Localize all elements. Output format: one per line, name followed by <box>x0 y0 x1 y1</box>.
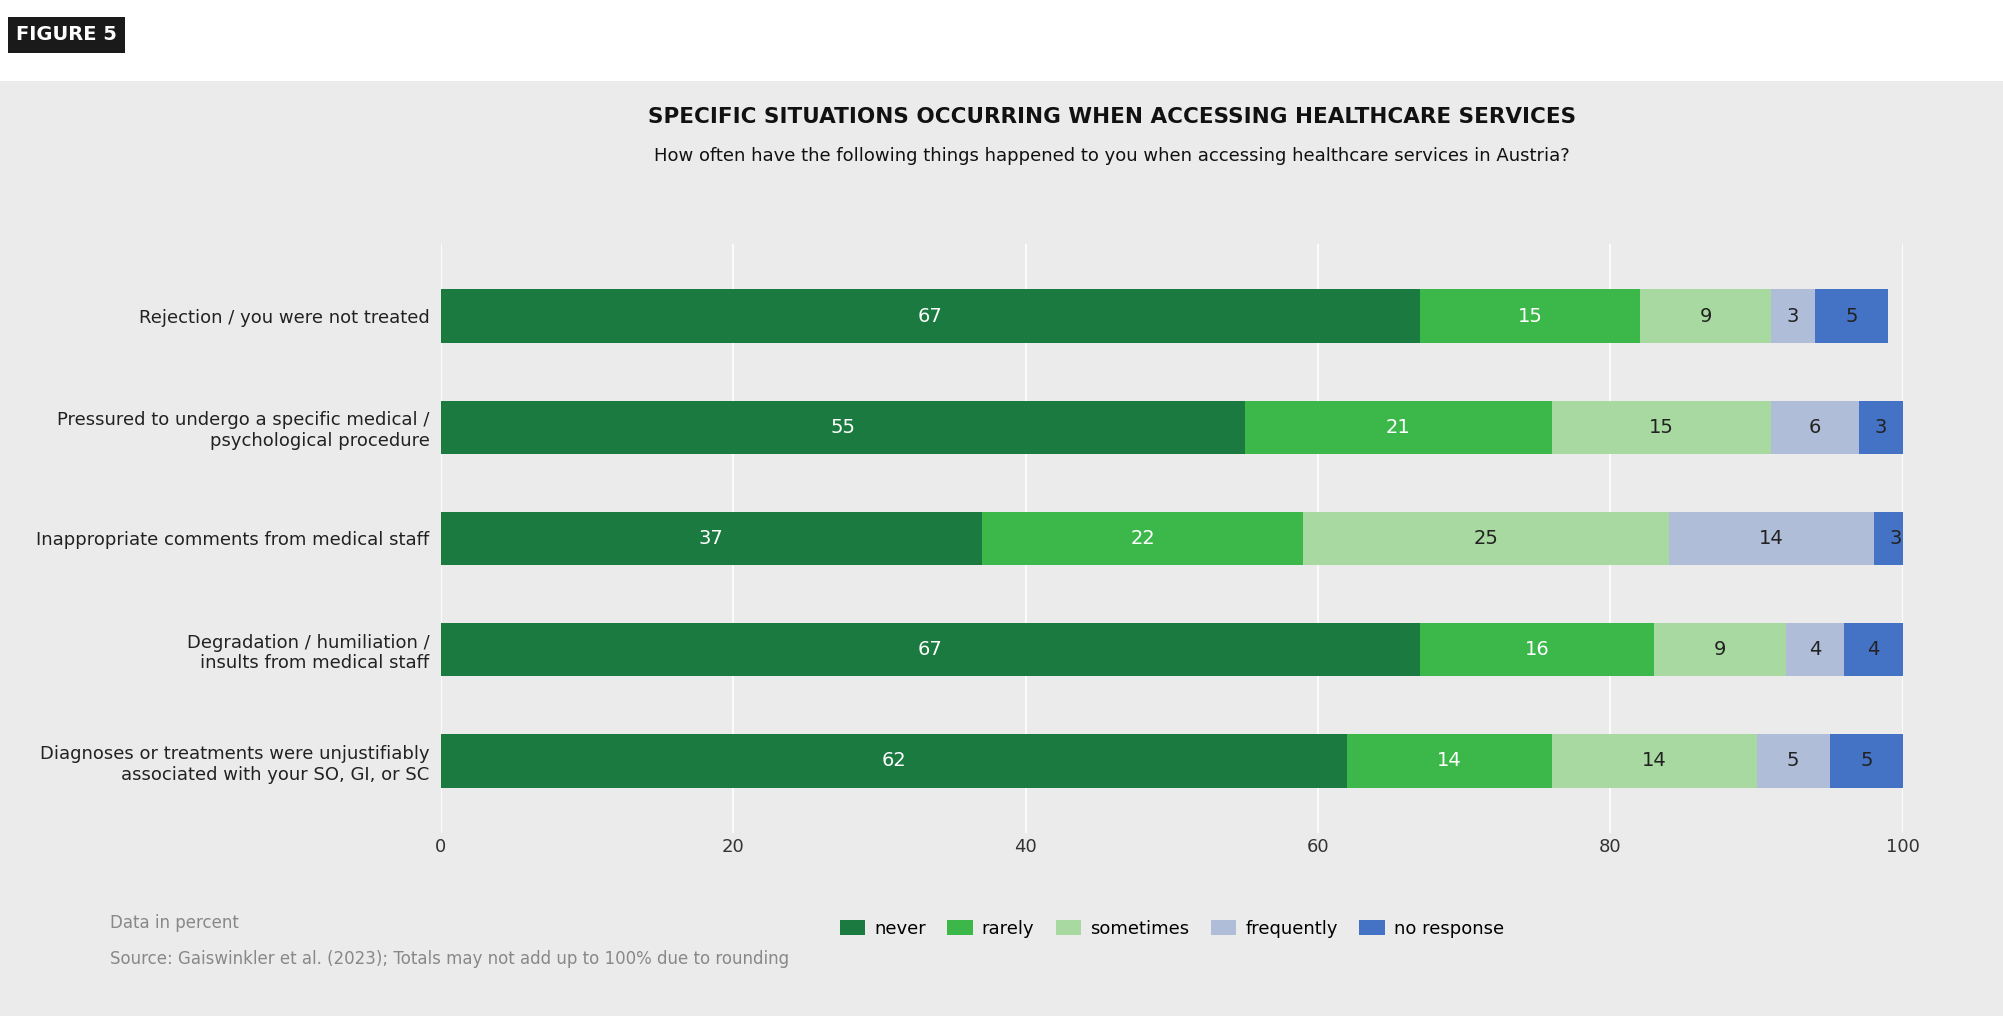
Text: 67: 67 <box>917 640 943 659</box>
Text: 5: 5 <box>1845 307 1859 325</box>
Text: 16: 16 <box>1524 640 1550 659</box>
Text: 4: 4 <box>1867 640 1879 659</box>
Text: 55: 55 <box>831 418 855 437</box>
Text: Data in percent: Data in percent <box>110 914 238 933</box>
Text: 14: 14 <box>1642 752 1666 770</box>
Text: 22: 22 <box>1130 529 1156 548</box>
Bar <box>441 512 981 565</box>
Bar <box>1420 623 1654 677</box>
Bar <box>1845 623 1903 677</box>
Text: Source: Gaiswinkler et al. (2023); Totals may not add up to 100% due to rounding: Source: Gaiswinkler et al. (2023); Total… <box>110 950 789 968</box>
Text: 9: 9 <box>1715 640 1727 659</box>
Bar <box>1304 512 1668 565</box>
Bar <box>1668 512 1873 565</box>
Text: 67: 67 <box>917 307 943 325</box>
Bar <box>1640 290 1771 342</box>
Text: 15: 15 <box>1518 307 1542 325</box>
Bar <box>1246 400 1552 454</box>
Bar <box>441 735 1348 787</box>
Text: 5: 5 <box>1861 752 1873 770</box>
Bar <box>1552 400 1771 454</box>
Bar <box>1552 735 1757 787</box>
Bar <box>1757 735 1831 787</box>
Bar <box>1420 290 1640 342</box>
Bar <box>441 400 1246 454</box>
Bar <box>1348 735 1552 787</box>
Text: 3: 3 <box>1875 418 1887 437</box>
Text: How often have the following things happened to you when accessing healthcare se: How often have the following things happ… <box>653 147 1570 166</box>
Text: 5: 5 <box>1787 752 1799 770</box>
Text: 14: 14 <box>1438 752 1462 770</box>
Text: 3: 3 <box>1787 307 1799 325</box>
Bar <box>1787 623 1845 677</box>
Text: 21: 21 <box>1386 418 1410 437</box>
Text: 25: 25 <box>1474 529 1498 548</box>
Bar <box>1831 735 1903 787</box>
Bar <box>1771 400 1859 454</box>
Bar <box>1815 290 1889 342</box>
Text: 9: 9 <box>1699 307 1713 325</box>
Text: 62: 62 <box>881 752 905 770</box>
Legend: never, rarely, sometimes, frequently, no response: never, rarely, sometimes, frequently, no… <box>833 912 1510 945</box>
Bar <box>1771 290 1815 342</box>
Text: 6: 6 <box>1809 418 1821 437</box>
Text: 15: 15 <box>1648 418 1675 437</box>
Text: 37: 37 <box>699 529 723 548</box>
Bar <box>1859 400 1903 454</box>
Text: 3: 3 <box>1889 529 1901 548</box>
Bar <box>981 512 1304 565</box>
Bar <box>1873 512 1917 565</box>
Bar <box>1654 623 1787 677</box>
Text: 14: 14 <box>1759 529 1783 548</box>
Bar <box>441 290 1420 342</box>
Text: FIGURE 5: FIGURE 5 <box>16 25 116 45</box>
Text: SPECIFIC SITUATIONS OCCURRING WHEN ACCESSING HEALTHCARE SERVICES: SPECIFIC SITUATIONS OCCURRING WHEN ACCES… <box>647 107 1576 127</box>
Bar <box>441 623 1420 677</box>
Text: 4: 4 <box>1809 640 1821 659</box>
